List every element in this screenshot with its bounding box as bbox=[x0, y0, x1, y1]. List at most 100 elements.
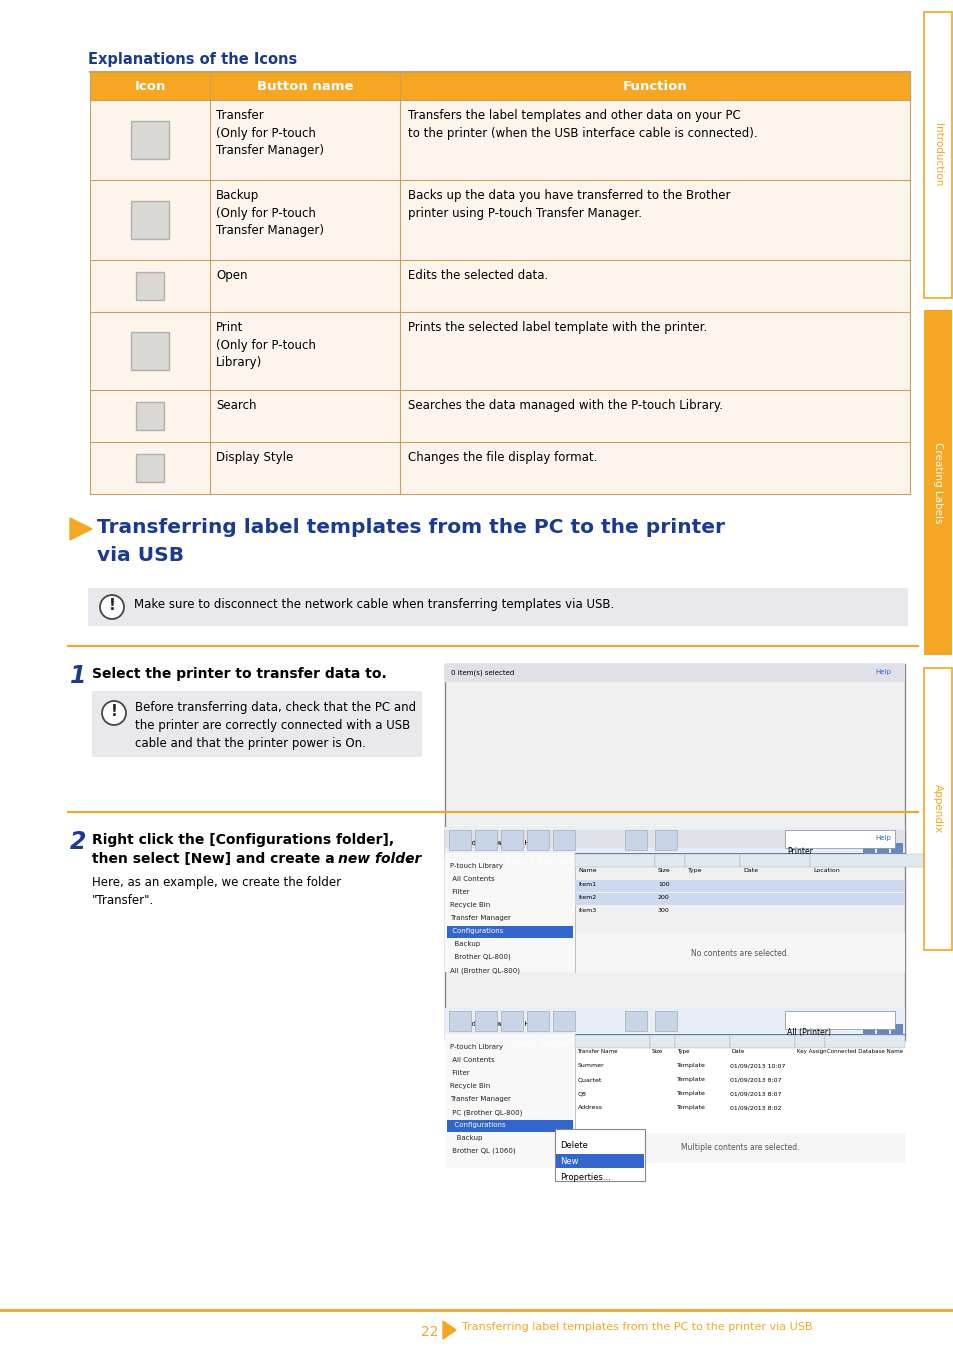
Text: Location: Location bbox=[812, 867, 839, 873]
Text: item2: item2 bbox=[578, 894, 596, 900]
Text: All (Brother QL-800): All (Brother QL-800) bbox=[450, 967, 519, 974]
Bar bbox=[675, 1035, 729, 1048]
Text: P-touch Library: P-touch Library bbox=[450, 1044, 502, 1050]
Bar bbox=[923, 12, 951, 299]
Bar bbox=[862, 1024, 874, 1038]
Bar bbox=[862, 843, 874, 857]
Text: Template: Template bbox=[677, 1105, 705, 1111]
Bar bbox=[88, 588, 907, 626]
Polygon shape bbox=[442, 1321, 456, 1339]
Bar bbox=[444, 1021, 904, 1040]
Bar bbox=[444, 663, 904, 682]
Bar bbox=[655, 854, 684, 867]
Text: Display Style: Display Style bbox=[215, 451, 293, 463]
Text: Before transferring data, check that the PC and
the printer are correctly connec: Before transferring data, check that the… bbox=[135, 701, 416, 750]
Text: Configurations: Configurations bbox=[450, 1121, 505, 1128]
Bar bbox=[890, 1024, 902, 1038]
Text: Brother QL-800): Brother QL-800) bbox=[450, 954, 510, 961]
Text: Transferring label templates from the PC to the printer: Transferring label templates from the PC… bbox=[97, 517, 724, 536]
Text: Filter: Filter bbox=[450, 889, 469, 894]
Text: Changes the file display format.: Changes the file display format. bbox=[408, 451, 597, 463]
Text: Appendix: Appendix bbox=[932, 785, 942, 834]
Text: .: . bbox=[406, 852, 411, 866]
Text: Backup: Backup bbox=[450, 1135, 482, 1142]
Bar bbox=[876, 1024, 888, 1038]
Text: 200: 200 bbox=[658, 894, 669, 900]
Text: 01/09/2013 10:07: 01/09/2013 10:07 bbox=[729, 1063, 784, 1069]
Bar bbox=[526, 1011, 548, 1031]
Text: Select the printer to transfer data to.: Select the printer to transfer data to. bbox=[91, 667, 386, 681]
Text: Multiple contents are selected.: Multiple contents are selected. bbox=[680, 1143, 799, 1152]
Text: Name: Name bbox=[578, 867, 596, 873]
Text: item1: item1 bbox=[578, 882, 596, 888]
Text: Explanations of the Icons: Explanations of the Icons bbox=[88, 51, 297, 68]
Bar bbox=[624, 1011, 646, 1031]
Bar bbox=[575, 1035, 649, 1048]
Bar bbox=[444, 663, 904, 859]
Bar bbox=[923, 309, 951, 655]
Text: Print
(Only for P-touch
Library): Print (Only for P-touch Library) bbox=[215, 322, 315, 369]
Bar bbox=[444, 1008, 904, 1021]
Bar bbox=[447, 925, 573, 938]
Bar bbox=[131, 332, 169, 370]
Bar bbox=[475, 1011, 497, 1031]
Bar bbox=[135, 272, 164, 300]
Text: Creating Labels: Creating Labels bbox=[932, 442, 942, 523]
Bar bbox=[90, 100, 909, 180]
Text: Template: Template bbox=[677, 1077, 705, 1082]
Text: Open: Open bbox=[215, 269, 247, 282]
Bar bbox=[556, 1154, 643, 1169]
Text: All Contents: All Contents bbox=[450, 1056, 494, 1063]
Text: !: ! bbox=[109, 598, 115, 613]
Text: Brother QL-1 - P-touch Transfer Manager: Brother QL-1 - P-touch Transfer Manager bbox=[451, 1039, 605, 1048]
Bar bbox=[624, 830, 646, 850]
Bar bbox=[90, 259, 909, 312]
Text: Printer: Printer bbox=[786, 847, 812, 857]
Polygon shape bbox=[70, 517, 91, 540]
Bar bbox=[131, 201, 169, 239]
Text: Make sure to disconnect the network cable when transferring templates via USB.: Make sure to disconnect the network cabl… bbox=[133, 598, 614, 611]
Bar bbox=[90, 72, 909, 100]
Bar bbox=[449, 1011, 471, 1031]
Text: Help: Help bbox=[874, 835, 890, 842]
Bar bbox=[729, 1035, 794, 1048]
Bar bbox=[131, 122, 169, 159]
Bar bbox=[553, 830, 575, 850]
Text: Q8: Q8 bbox=[578, 1092, 586, 1096]
Text: Quartet: Quartet bbox=[578, 1077, 601, 1082]
Text: Date: Date bbox=[742, 867, 758, 873]
Text: 01/09/2013 8:02: 01/09/2013 8:02 bbox=[729, 1105, 781, 1111]
Bar bbox=[575, 854, 655, 867]
Bar bbox=[575, 934, 904, 973]
Bar bbox=[444, 827, 904, 852]
Text: Brother QL (1060): Brother QL (1060) bbox=[450, 1148, 515, 1155]
Text: Edits the selected data.: Edits the selected data. bbox=[408, 269, 548, 282]
Bar bbox=[923, 667, 951, 950]
Bar bbox=[575, 1133, 904, 1163]
Bar bbox=[649, 1035, 675, 1048]
Text: Right click the [Configurations folder],: Right click the [Configurations folder], bbox=[91, 834, 394, 847]
Bar bbox=[555, 1129, 644, 1181]
Text: Transfer Manager: Transfer Manager bbox=[450, 1096, 511, 1102]
Text: Type: Type bbox=[687, 867, 701, 873]
Circle shape bbox=[102, 701, 126, 725]
Text: No contents are selected.: No contents are selected. bbox=[690, 948, 788, 958]
Text: Template: Template bbox=[677, 1092, 705, 1096]
Text: Type: Type bbox=[677, 1048, 689, 1054]
Text: P-touch Library: P-touch Library bbox=[450, 863, 502, 869]
Text: Recycle Bin: Recycle Bin bbox=[450, 902, 490, 908]
Bar bbox=[447, 1120, 573, 1132]
Bar bbox=[553, 1011, 575, 1031]
Text: 0 item(s) selected: 0 item(s) selected bbox=[451, 669, 514, 676]
Text: Backup: Backup bbox=[450, 942, 479, 947]
Bar bbox=[444, 1008, 904, 1034]
Text: Size: Size bbox=[651, 1048, 662, 1054]
Bar bbox=[890, 843, 902, 857]
Bar bbox=[475, 830, 497, 850]
Bar bbox=[444, 827, 904, 842]
Bar bbox=[575, 880, 904, 892]
Text: then select [New] and create a: then select [New] and create a bbox=[91, 852, 339, 866]
Text: !: ! bbox=[111, 704, 117, 720]
Text: Function: Function bbox=[622, 80, 687, 92]
Bar bbox=[684, 854, 740, 867]
